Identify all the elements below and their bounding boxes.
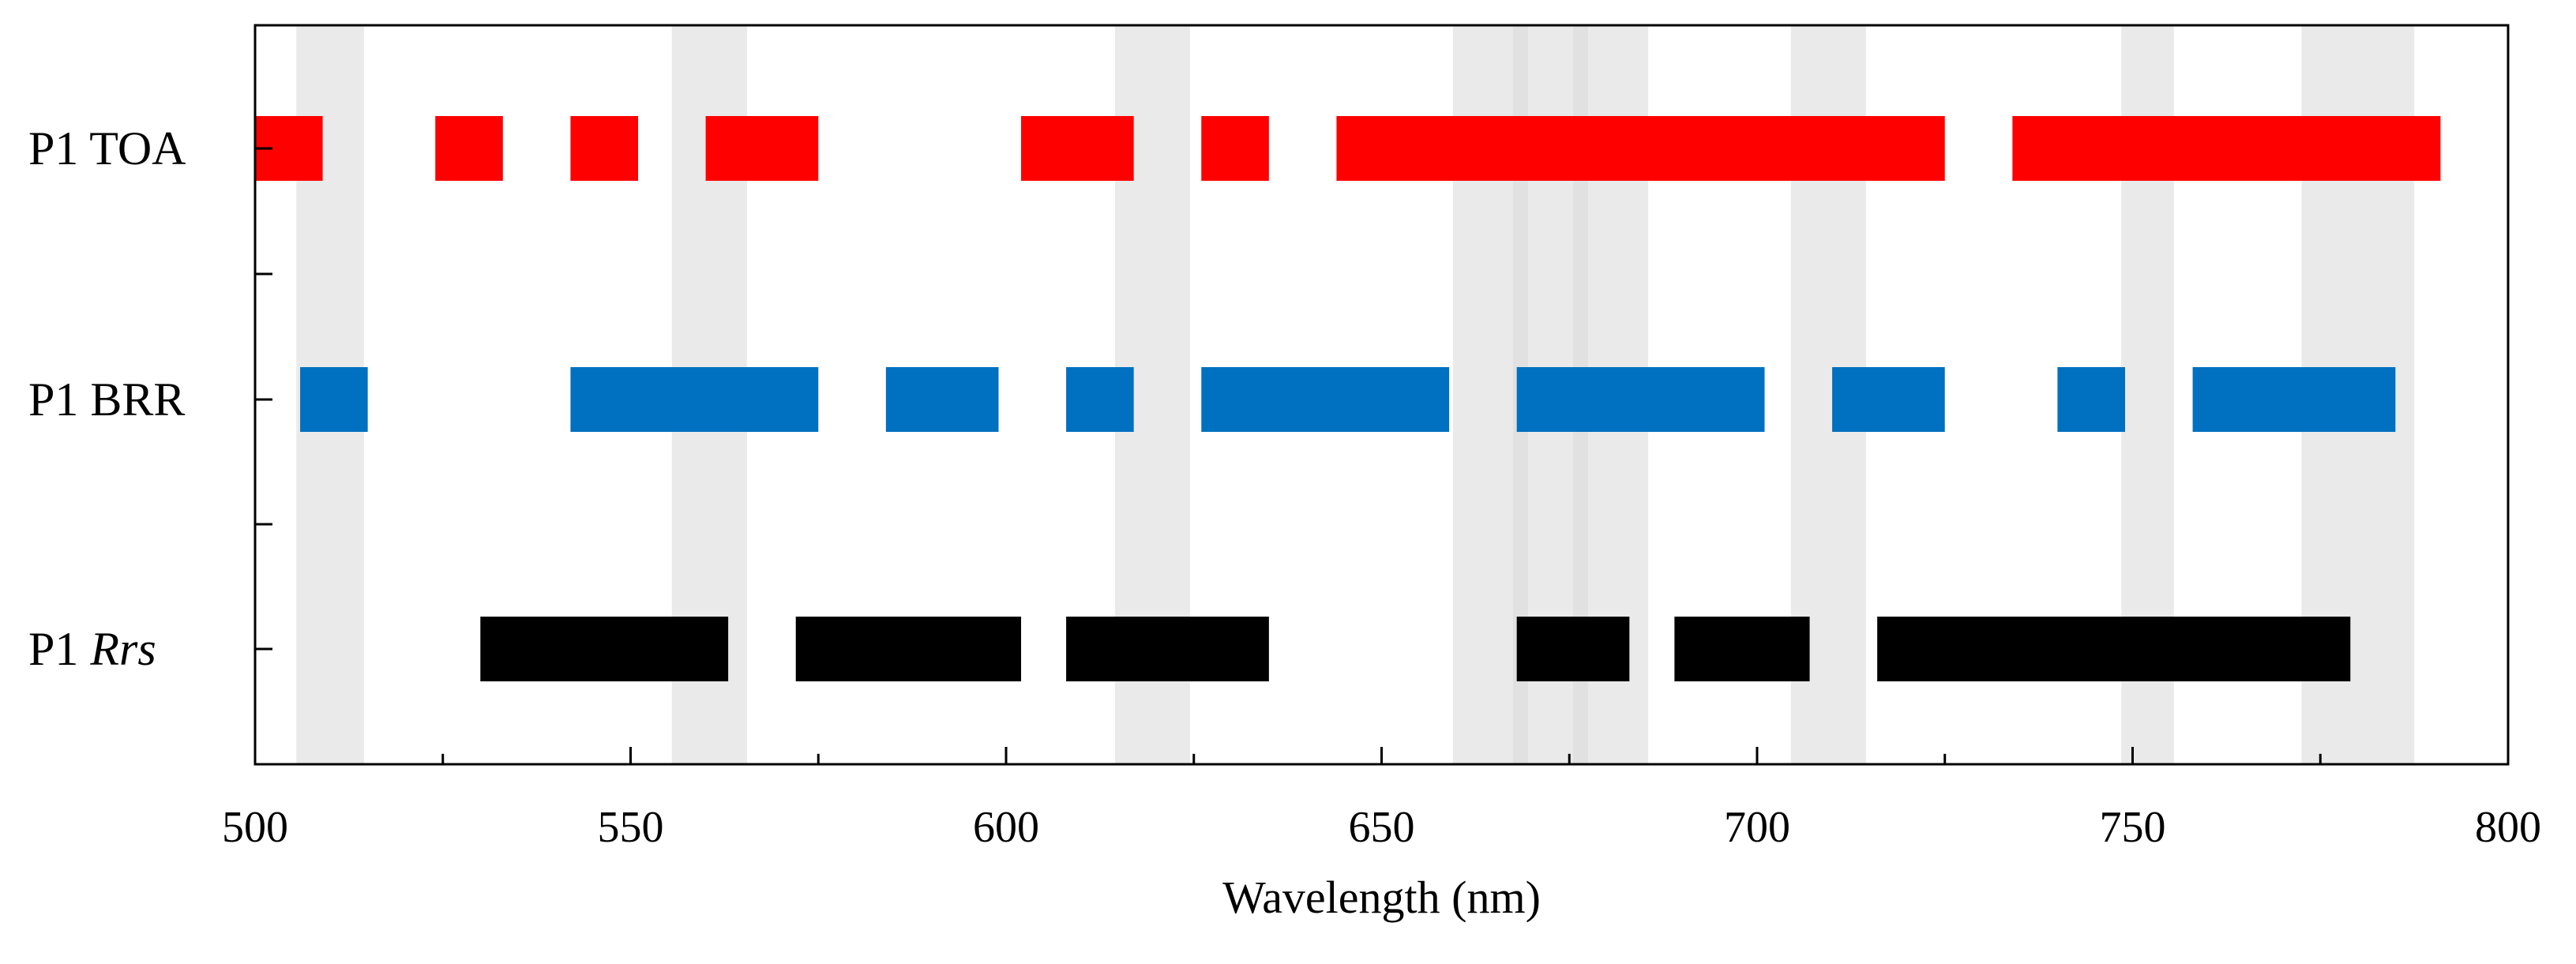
series-label-text: P1 BRR	[28, 373, 185, 426]
x-tick-label: 600	[973, 803, 1039, 852]
x-tick-label: 800	[2475, 803, 2541, 852]
range-bar-p1-brr	[2192, 367, 2396, 432]
series-label-italic: Rrs	[89, 623, 156, 675]
x-tick-label: 650	[1349, 803, 1415, 852]
axes-layer	[253, 24, 2510, 766]
range-bar-p1-rrs	[795, 617, 1022, 681]
x-tick-label: 500	[222, 803, 288, 852]
range-bar-p1-brr	[2057, 367, 2125, 432]
range-bar-p1-rrs	[1066, 617, 1269, 681]
labels-layer: 500 550 600 650 700 750 800 Wavelength (nm) P1 T…	[28, 122, 2541, 923]
range-bar-p1-toa	[2012, 116, 2441, 181]
range-bar-p1-rrs	[1877, 617, 2351, 681]
range-bar-p1-brr	[1516, 367, 1765, 432]
series-label: P1 BRR	[28, 373, 185, 426]
range-bar-p1-toa	[1021, 116, 1134, 181]
range-bar-p1-rrs	[1516, 617, 1630, 681]
bars-layer	[255, 116, 2441, 681]
x-tick-label: 700	[1724, 803, 1790, 852]
range-bar-p1-rrs	[480, 617, 729, 681]
range-bar-p1-toa	[705, 116, 819, 181]
series-label: P1 Rrs	[28, 623, 156, 675]
range-bar-p1-toa	[570, 116, 639, 181]
range-bar-p1-brr	[1066, 367, 1134, 432]
range-bar-p1-brr	[1201, 367, 1450, 432]
range-bar-p1-brr	[570, 367, 819, 432]
range-bar-p1-brr	[885, 367, 999, 432]
range-bar-p1-toa	[1336, 116, 1945, 181]
x-axis-label: Wavelength (nm)	[1222, 872, 1541, 923]
range-bar-p1-brr	[1832, 367, 1945, 432]
x-tick-label: 750	[2100, 803, 2166, 852]
series-label-text: P1	[28, 623, 90, 675]
series-label-text: P1 TOA	[28, 122, 186, 174]
range-bar-p1-toa	[435, 116, 503, 181]
series-label: P1 TOA	[28, 122, 186, 174]
range-bar-p1-brr	[300, 367, 368, 432]
x-tick-label: 550	[598, 803, 664, 852]
range-bar-p1-rrs	[1674, 617, 1810, 681]
range-bar-p1-toa	[1201, 116, 1269, 181]
